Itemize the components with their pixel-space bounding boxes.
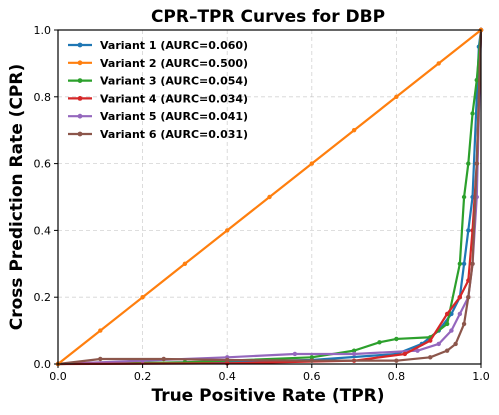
data-point-variant-1 xyxy=(466,228,471,233)
data-point-variant-5 xyxy=(436,341,441,347)
legend-label: Variant 4 (AURC=0.034) xyxy=(100,92,248,105)
data-point-variant-6 xyxy=(428,355,433,360)
ticks: 0.0 0.2 0.4 0.6 0.8 1.0 0.0 0.2 0.4 0.6 0.8 1.0 xyxy=(34,24,490,383)
legend-marker xyxy=(77,42,83,48)
y-tick-label: 1.0 xyxy=(34,24,52,37)
data-point-variant-2 xyxy=(394,94,399,100)
y-tick-label: 0.2 xyxy=(34,291,52,304)
data-point-variant-2 xyxy=(351,128,357,133)
legend-label: Variant 2 (AURC=0.500) xyxy=(100,57,248,70)
legend-entry-variant-4: Variant 4 (AURC=0.034) xyxy=(68,92,248,105)
data-point-variant-2 xyxy=(182,261,188,266)
data-point-variant-4 xyxy=(444,311,450,317)
x-tick-label: 0.8 xyxy=(388,370,406,383)
data-point-variant-6 xyxy=(470,261,475,266)
legend-label: Variant 6 (AURC=0.031) xyxy=(100,128,248,141)
data-point-variant-2 xyxy=(140,295,145,300)
data-point-variant-3 xyxy=(470,111,475,116)
data-point-variant-3 xyxy=(394,336,399,342)
data-point-variant-4 xyxy=(428,338,433,343)
data-point-variant-6 xyxy=(466,295,471,300)
series-variant-3 xyxy=(55,27,484,367)
series-line-variant-3 xyxy=(57,29,483,366)
data-point-variant-2 xyxy=(267,194,272,200)
legend-marker xyxy=(77,131,83,137)
data-point-variant-6 xyxy=(444,348,450,353)
data-point-variant-6 xyxy=(461,321,467,327)
x-tick-label: 0.6 xyxy=(303,370,321,383)
chart-title: CPR–TPR Curves for DBP xyxy=(151,7,385,27)
legend-entry-variant-2: Variant 2 (AURC=0.500) xyxy=(68,57,248,70)
plot-frame xyxy=(57,29,482,365)
legend-entry-variant-3: Variant 3 (AURC=0.054) xyxy=(68,75,248,88)
x-axis-label: True Positive Rate (TPR) xyxy=(151,386,384,406)
x-tick-label: 0.0 xyxy=(49,370,67,383)
y-tick-label: 0.8 xyxy=(34,91,52,104)
y-tick-label: 0.0 xyxy=(34,358,52,371)
data-point-variant-6 xyxy=(394,358,399,363)
x-tick-label: 0.4 xyxy=(218,370,236,383)
data-point-variant-6 xyxy=(225,357,230,363)
data-point-variant-2 xyxy=(436,61,441,66)
data-point-variant-5 xyxy=(415,348,420,353)
y-axis-label: Cross Prediction Rate (CPR) xyxy=(7,64,27,331)
legend-entry-variant-6: Variant 6 (AURC=0.031) xyxy=(68,128,248,141)
legend: Variant 1 (AURC=0.060) Variant 2 (AURC=0.… xyxy=(68,39,248,141)
legend-entry-variant-5: Variant 5 (AURC=0.041) xyxy=(68,110,248,123)
data-point-variant-2 xyxy=(309,161,314,166)
series-line-variant-6 xyxy=(57,29,483,366)
legend-marker xyxy=(77,60,83,66)
legend-label: Variant 3 (AURC=0.054) xyxy=(100,75,248,88)
data-point-variant-6 xyxy=(453,341,458,347)
data-point-variant-5 xyxy=(457,311,463,317)
data-point-variant-6 xyxy=(161,356,166,362)
legend-entry-variant-1: Variant 1 (AURC=0.060) xyxy=(68,39,248,52)
data-point-variant-2 xyxy=(225,228,230,233)
data-point-variant-5 xyxy=(449,328,454,333)
data-point-variant-3 xyxy=(457,261,463,266)
series-layer xyxy=(55,27,484,367)
data-point-variant-3 xyxy=(466,161,471,166)
series-variant-2 xyxy=(55,27,484,367)
data-point-variant-3 xyxy=(461,194,467,200)
data-point-variant-3 xyxy=(309,355,314,360)
data-point-variant-3 xyxy=(474,77,479,83)
data-point-variant-3 xyxy=(377,340,382,345)
legend-label: Variant 1 (AURC=0.060) xyxy=(100,39,248,52)
legend-label: Variant 5 (AURC=0.041) xyxy=(100,110,248,123)
data-point-variant-3 xyxy=(444,321,450,327)
data-point-variant-1 xyxy=(461,261,467,266)
y-tick-label: 0.4 xyxy=(34,224,52,237)
data-point-variant-6 xyxy=(309,358,314,363)
data-point-variant-5 xyxy=(351,351,357,357)
data-point-variant-4 xyxy=(457,295,463,300)
data-point-variant-2 xyxy=(98,328,103,333)
x-tick-label: 1.0 xyxy=(472,370,490,383)
data-point-variant-6 xyxy=(98,356,103,362)
data-point-variant-5 xyxy=(292,351,298,357)
y-tick-label: 0.6 xyxy=(34,158,52,171)
legend-marker xyxy=(77,78,83,83)
legend-marker xyxy=(77,113,83,119)
data-point-variant-4 xyxy=(402,351,408,357)
legend-marker xyxy=(77,96,83,101)
series-line-variant-1 xyxy=(57,29,483,366)
data-point-variant-3 xyxy=(351,348,357,353)
x-tick-label: 0.2 xyxy=(134,370,152,383)
data-point-variant-6 xyxy=(474,161,479,166)
